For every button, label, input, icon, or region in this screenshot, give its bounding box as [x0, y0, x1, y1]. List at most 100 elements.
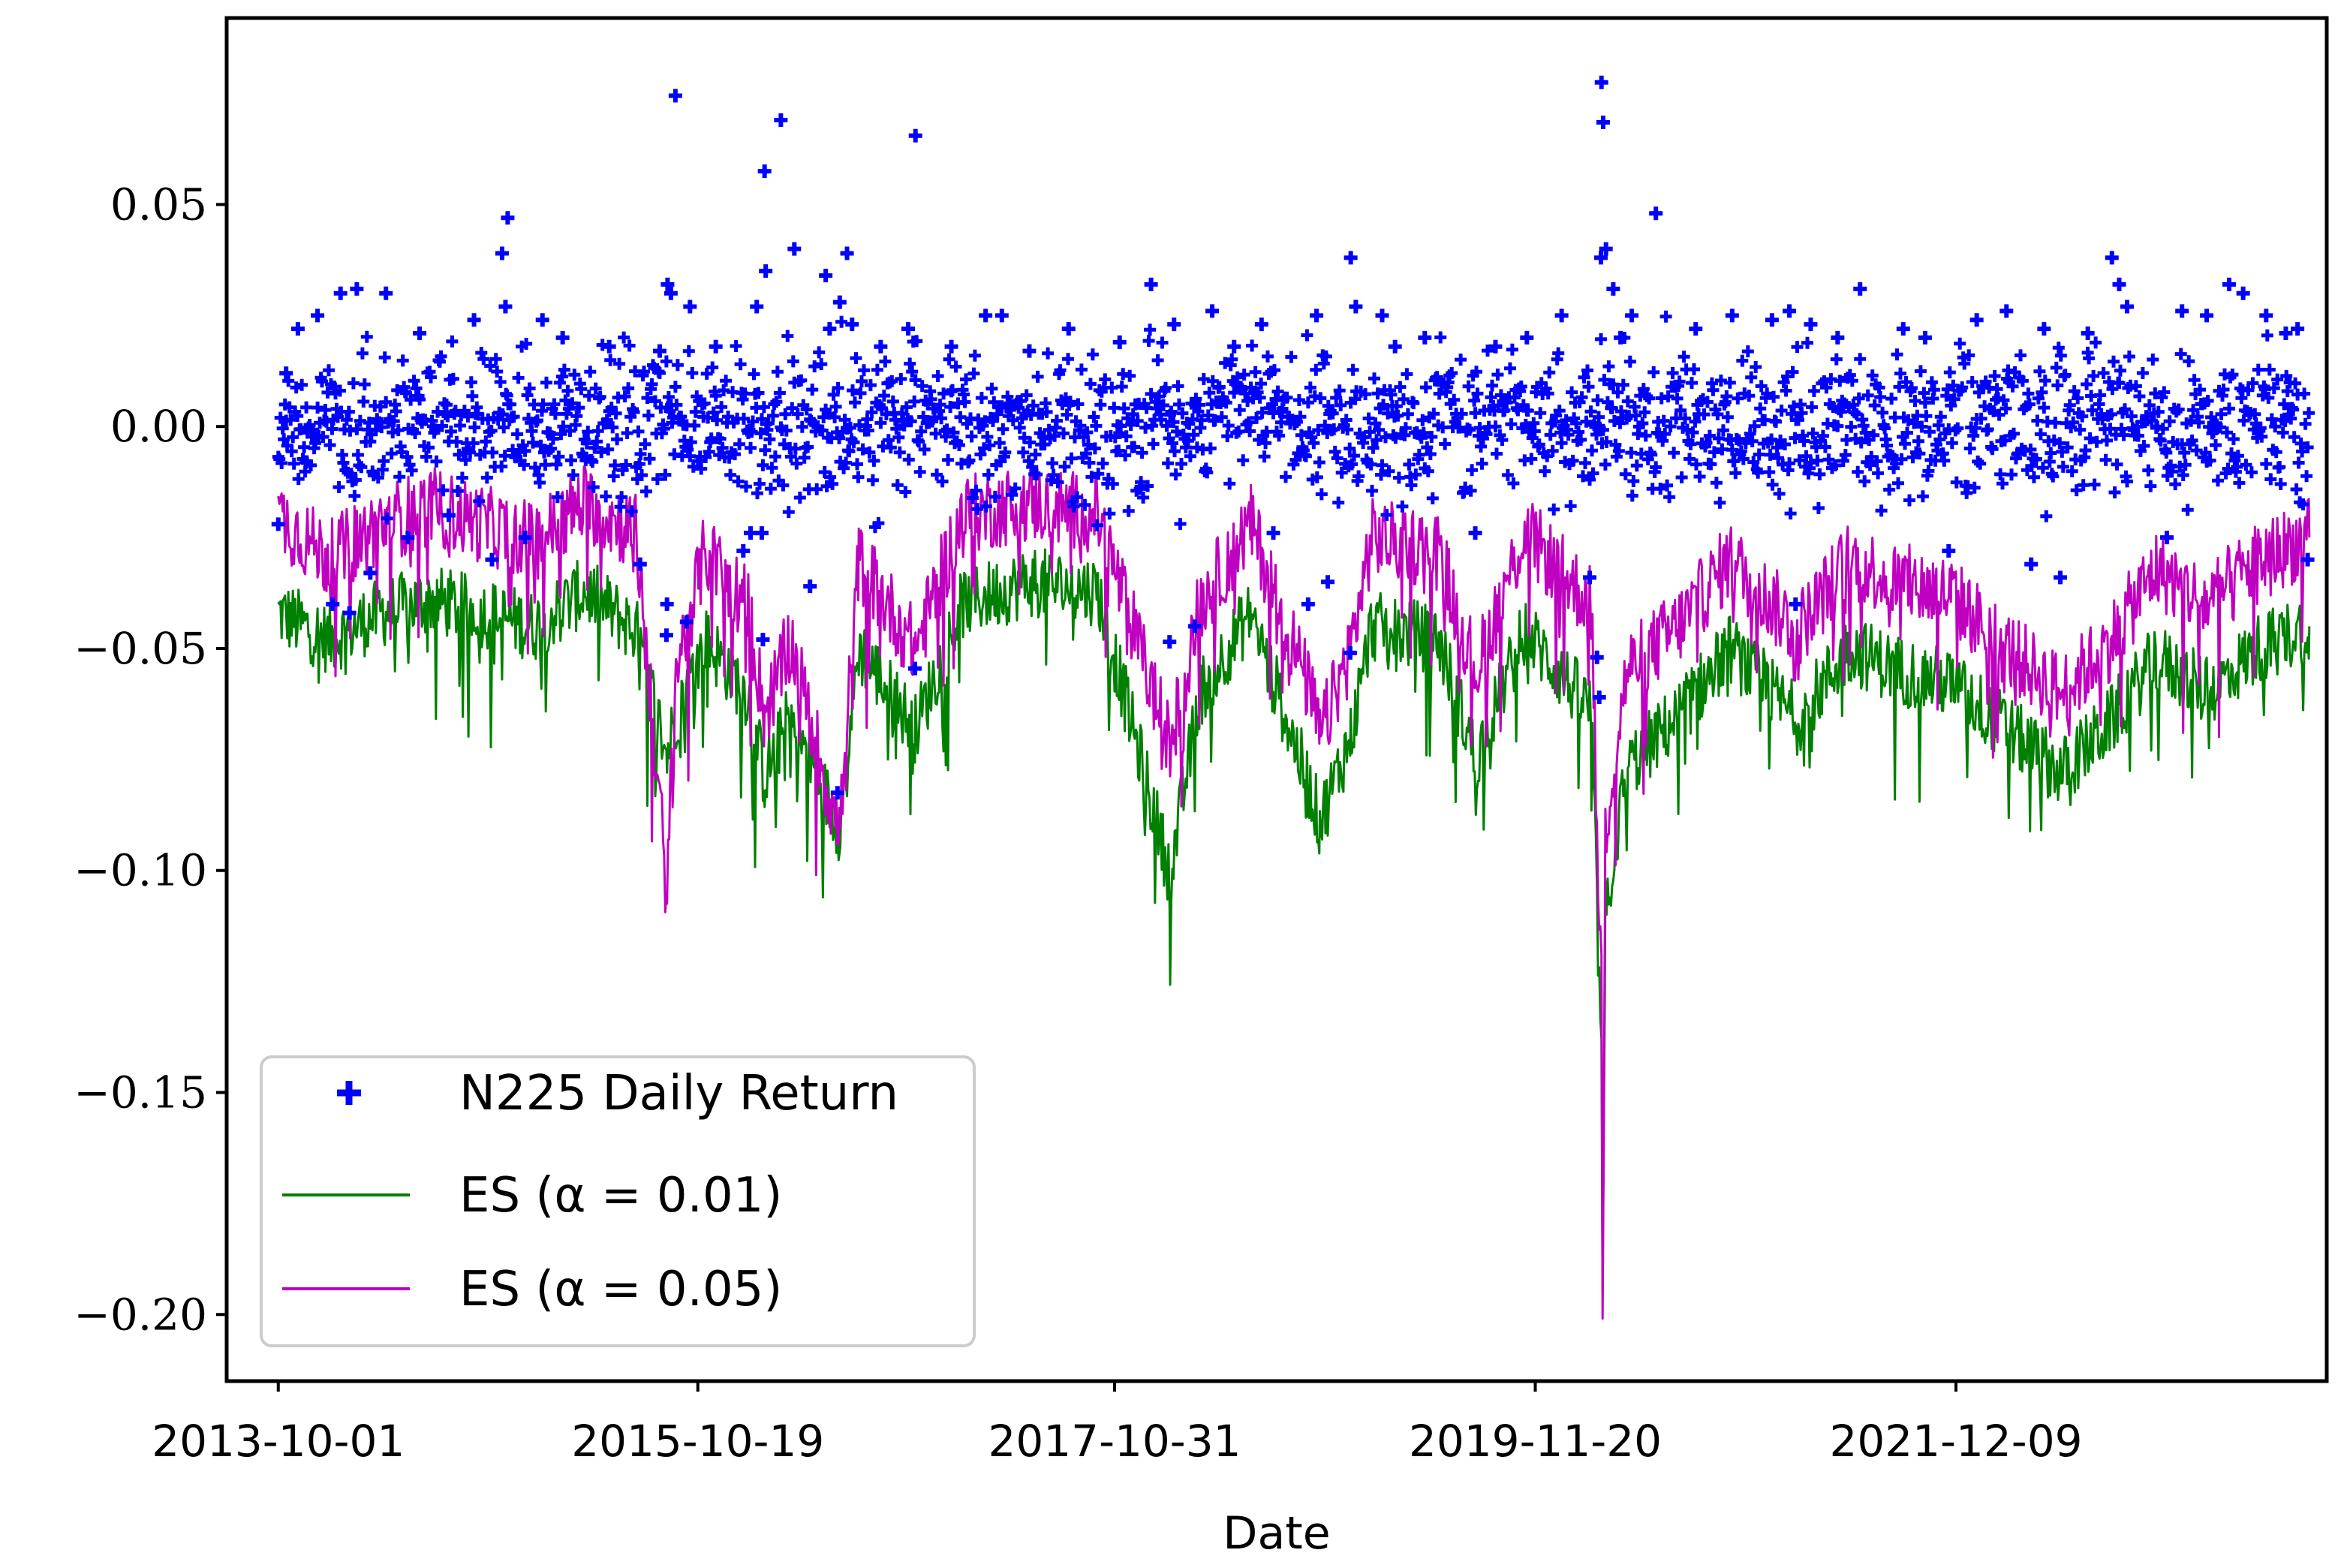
- return-point: [979, 308, 993, 323]
- return-point: [1418, 330, 1432, 345]
- return-point: [660, 597, 674, 611]
- return-point: [1254, 318, 1268, 332]
- return-point: [290, 322, 305, 336]
- return-point: [495, 246, 509, 260]
- return-point: [1520, 330, 1534, 345]
- return-point: [2175, 304, 2189, 318]
- return-point: [350, 281, 364, 296]
- return-point: [279, 366, 293, 381]
- return-point: [2160, 531, 2174, 545]
- return-point: [602, 339, 616, 354]
- x-axis-label: Date: [1223, 1507, 1330, 1560]
- return-point: [342, 606, 357, 620]
- return-point: [1783, 304, 1797, 318]
- return-point: [659, 628, 673, 643]
- return-point: [759, 264, 773, 278]
- return-point: [1625, 308, 1639, 323]
- y-tick-label: −0.15: [74, 1067, 207, 1118]
- return-point: [994, 308, 1009, 323]
- return-point: [1301, 597, 1315, 611]
- return-point: [1804, 318, 1818, 332]
- return-point: [1343, 646, 1357, 660]
- return-point: [874, 339, 888, 354]
- plot-frame: [224, 16, 2329, 1383]
- return-point: [333, 286, 348, 300]
- return-point: [1349, 299, 1363, 314]
- es-005-line: [277, 465, 2311, 1320]
- y-tick-label: −0.10: [74, 845, 207, 896]
- return-point: [2081, 326, 2095, 340]
- y-tick-label: 0.05: [110, 179, 207, 230]
- return-point: [1488, 339, 1503, 354]
- return-point: [2222, 277, 2236, 291]
- return-point: [774, 113, 788, 128]
- return-point: [1649, 206, 1663, 221]
- return-point: [823, 322, 837, 336]
- return-point: [1144, 277, 1158, 291]
- legend-box: [260, 1055, 976, 1347]
- return-point: [2112, 277, 2126, 291]
- return-point: [803, 579, 817, 594]
- return-point: [2300, 552, 2315, 567]
- return-point: [1321, 575, 1335, 589]
- return-point: [555, 330, 570, 345]
- return-point: [1592, 691, 1606, 705]
- return-point: [1969, 313, 1984, 327]
- return-point: [709, 339, 723, 354]
- return-point: [1599, 242, 1613, 256]
- legend-label-returns: N225 Daily Return: [459, 1066, 898, 1121]
- return-point: [1061, 322, 1076, 336]
- return-point: [679, 615, 694, 629]
- return-point: [1583, 570, 1597, 585]
- return-point: [2054, 570, 2068, 585]
- return-point: [1187, 619, 1202, 634]
- return-point: [1896, 322, 1910, 336]
- x-tick-label: 2021-12-09: [1829, 1416, 2082, 1467]
- return-point: [1596, 116, 1610, 130]
- return-point: [1614, 330, 1628, 345]
- x-tick-label: 2017-10-31: [988, 1416, 1241, 1467]
- return-point: [683, 299, 697, 314]
- return-point: [2279, 326, 2293, 340]
- return-point: [840, 246, 854, 260]
- return-point: [1163, 635, 1177, 649]
- return-point: [311, 308, 325, 323]
- return-point: [1765, 313, 1779, 327]
- return-point: [2037, 322, 2051, 336]
- return-point: [501, 211, 515, 225]
- y-tick-label: −0.20: [74, 1289, 207, 1340]
- return-point: [787, 242, 802, 256]
- return-point: [830, 786, 844, 800]
- return-point: [907, 661, 922, 676]
- return-point: [1227, 339, 1241, 354]
- return-point: [1689, 322, 1703, 336]
- return-point: [467, 313, 481, 327]
- x-axis: 2013-10-01 2015-10-19 2017-10-31 2019-11-20…: [152, 1381, 2083, 1467]
- y-axis: 0.05 0.00 −0.05 −0.10 −0.15 −0.20: [74, 179, 227, 1340]
- return-point: [1789, 597, 1803, 611]
- return-point: [401, 531, 415, 545]
- return-point: [1725, 308, 1739, 323]
- legend-label-es-01: ES (α = 0.01): [459, 1168, 782, 1223]
- return-point: [498, 299, 513, 314]
- return-point: [2291, 322, 2305, 336]
- return-point: [413, 326, 427, 340]
- return-point: [663, 286, 678, 300]
- legend-label-es-05: ES (α = 0.05): [459, 1262, 782, 1317]
- y-tick-label: −0.05: [74, 623, 207, 674]
- return-point: [845, 318, 859, 332]
- return-point: [485, 552, 499, 567]
- return-point: [2120, 299, 2134, 314]
- data-layer: [271, 75, 2315, 1320]
- return-point: [363, 566, 378, 580]
- return-point: [1022, 344, 1037, 358]
- return-point: [441, 508, 456, 522]
- return-point: [1266, 526, 1280, 540]
- return-point: [2105, 251, 2119, 265]
- return-point: [1918, 330, 1932, 345]
- return-point: [908, 128, 922, 143]
- return-point: [535, 313, 549, 327]
- return-point: [901, 322, 915, 336]
